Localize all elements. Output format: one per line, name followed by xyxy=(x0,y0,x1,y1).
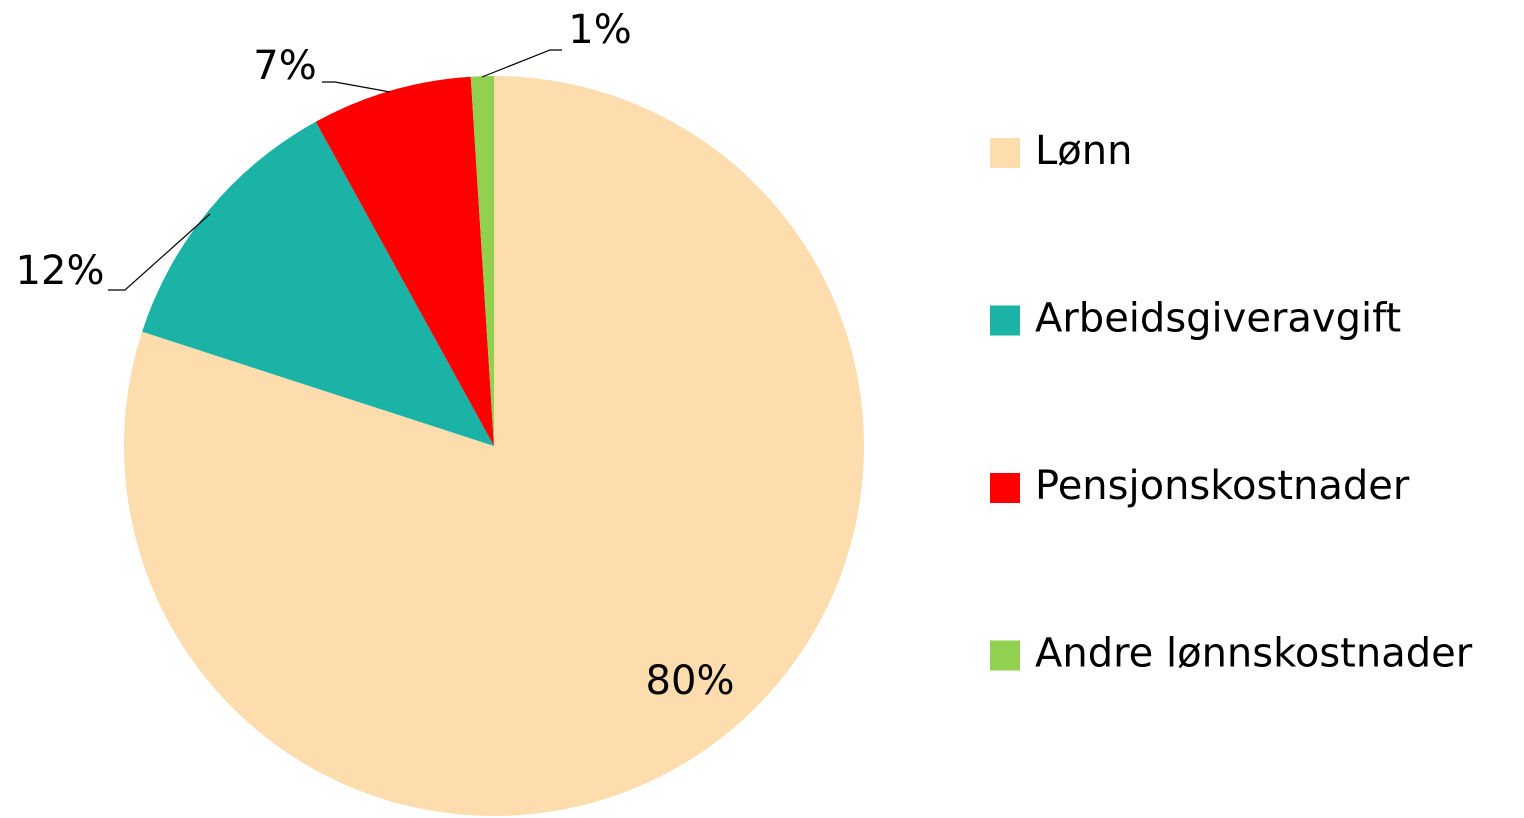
legend-swatch xyxy=(990,473,1020,503)
pie-slice xyxy=(315,76,494,447)
pie-slice xyxy=(142,121,495,446)
leader-line xyxy=(108,213,211,291)
legend-label: Andre lønnskostnader xyxy=(1035,631,1473,677)
legend-label: Pensjonskostnader xyxy=(1035,463,1410,509)
data-label: 80% xyxy=(646,658,735,704)
data-label: 12% xyxy=(16,248,105,294)
legend-swatch xyxy=(990,138,1020,168)
leader-line xyxy=(322,81,391,93)
pie-slice xyxy=(470,76,494,446)
leader-line xyxy=(481,49,562,78)
pie-slice xyxy=(123,76,864,816)
legend-label: Arbeidsgiveravgift xyxy=(1035,296,1401,342)
data-label: 7% xyxy=(253,43,316,89)
data-label: 1% xyxy=(568,7,631,53)
legend-swatch xyxy=(990,640,1020,671)
legend-label: Lønn xyxy=(1035,128,1132,174)
legend-swatch xyxy=(990,305,1020,336)
